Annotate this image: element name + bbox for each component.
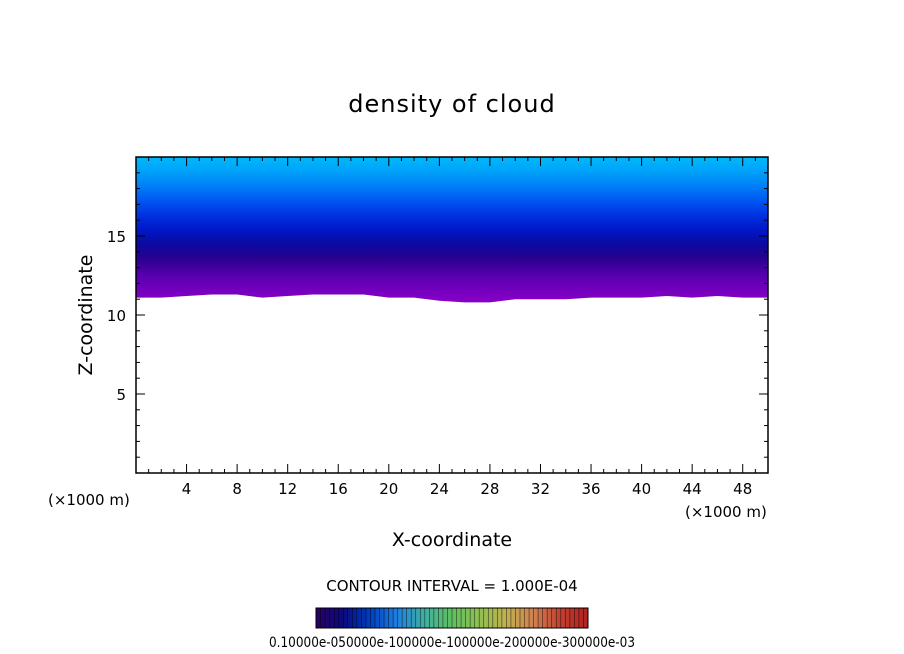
y-tick-label: 10 <box>107 307 126 325</box>
contour-interval-label: CONTOUR INTERVAL = 1.000E-04 <box>326 577 577 595</box>
x-tick-label: 4 <box>182 480 192 498</box>
x-tick-label: 40 <box>632 480 651 498</box>
x-tick-label: 28 <box>480 480 499 498</box>
chart-title: density of cloud <box>348 90 555 118</box>
x-tick-label: 36 <box>581 480 600 498</box>
x-tick-label: 24 <box>430 480 449 498</box>
x-tick-label: 16 <box>329 480 348 498</box>
y-tick-label: 15 <box>107 228 126 246</box>
cloud-contour-fill <box>136 157 768 303</box>
y-axis-label: Z-coordinate <box>75 255 97 376</box>
x-tick-label: 8 <box>232 480 242 498</box>
x-tick-label: 32 <box>531 480 550 498</box>
x-unit-label-right: (×1000 m) <box>685 503 767 521</box>
x-tick-label: 48 <box>733 480 752 498</box>
x-tick-label: 20 <box>379 480 398 498</box>
colorbar-labels: 0.10000e-050000e-100000e-100000e-200000e… <box>269 635 635 651</box>
x-unit-label-left: (×1000 m) <box>48 491 130 509</box>
x-tick-label: 44 <box>683 480 702 498</box>
x-tick-label: 12 <box>278 480 297 498</box>
y-tick-label: 5 <box>116 386 126 404</box>
x-axis-label: X-coordinate <box>392 529 512 551</box>
colorbar <box>315 607 589 629</box>
